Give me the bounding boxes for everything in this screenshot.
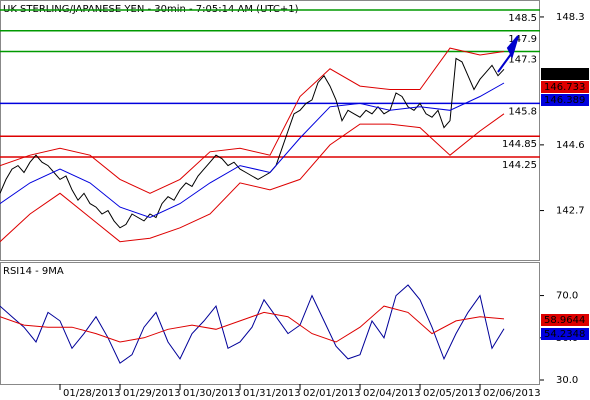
last-value-box	[541, 68, 589, 80]
price-panel	[0, 0, 540, 261]
last-value-box	[541, 328, 589, 340]
x-tick-label: 02/06/2013	[483, 388, 541, 399]
series-line	[0, 284, 505, 364]
x-tick-label: 01/29/2013	[123, 388, 181, 399]
last-value-label: 146.786	[544, 69, 585, 80]
x-tick-label: 02/04/2013	[363, 388, 421, 399]
y-tick-label: 30.0	[556, 375, 578, 386]
y-tick-label: 142.7	[556, 206, 585, 217]
y-tick-label: 144.6	[556, 140, 585, 151]
x-tick-label: 02/01/2013	[303, 388, 361, 399]
level-label: 147.9	[508, 34, 537, 45]
last-value-box	[541, 314, 589, 326]
level-label: 148.5	[508, 13, 537, 24]
y-tick-label: 148.3	[556, 12, 585, 23]
trend-arrow	[497, 35, 519, 73]
x-tick-label: 02/05/2013	[423, 388, 481, 399]
plot-layer: UK STERLING/JAPANESE YEN - 30min - 7:05:…	[0, 4, 589, 399]
last-value-box	[541, 94, 589, 106]
last-value-box	[541, 81, 589, 93]
x-tick-label: 01/30/2013	[183, 388, 241, 399]
series-line	[0, 305, 505, 343]
series-line	[0, 113, 505, 243]
last-value-label: 54.2348	[544, 329, 585, 340]
x-tick-label: 01/28/2013	[63, 388, 121, 399]
last-value-label: 146.389	[544, 95, 585, 106]
level-label: 144.85	[502, 139, 537, 150]
last-value-label: 146.733	[544, 82, 585, 93]
y-tick-label: 70.0	[556, 291, 578, 302]
level-label: 144.25	[502, 160, 537, 171]
rsi-panel	[0, 262, 540, 385]
series-line	[0, 47, 505, 194]
level-label: 145.8	[508, 106, 537, 117]
series-line	[0, 57, 505, 229]
level-label: 147.3	[508, 55, 537, 66]
series-line	[0, 82, 505, 219]
x-tick-label: 01/31/2013	[243, 388, 301, 399]
last-value-label: 58.9644	[544, 315, 585, 326]
panel-title: RSI14 - 9MA	[3, 266, 64, 277]
